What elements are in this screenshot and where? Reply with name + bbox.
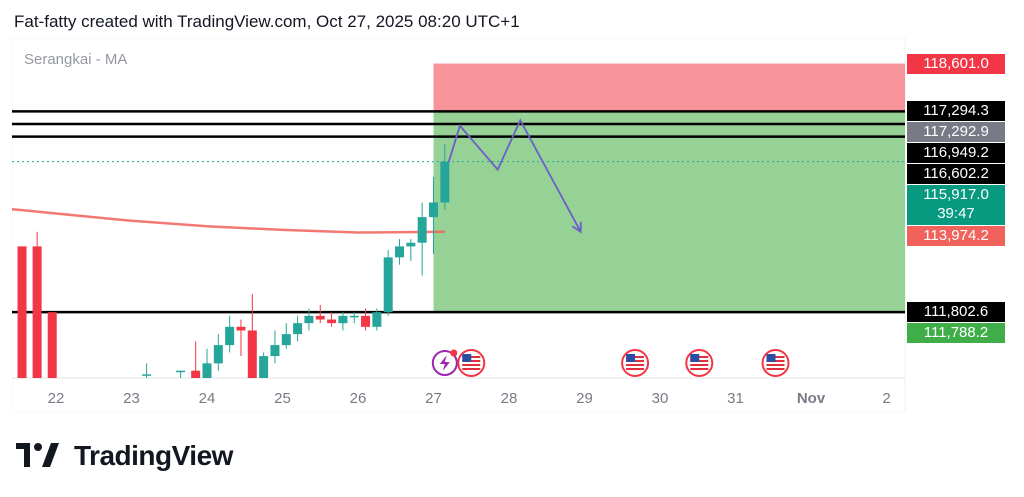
- take-profit-zone: [433, 111, 905, 313]
- price-label-value: 111,802.6: [923, 303, 989, 321]
- lightning-bolt: [439, 355, 450, 371]
- projection-arrowhead: [571, 221, 582, 234]
- stop-loss-zone: [433, 63, 905, 112]
- candle-body: [429, 202, 438, 218]
- price-label-last: 115,917.0 39:47: [907, 185, 1005, 226]
- x-tick-label: 23: [123, 390, 140, 407]
- flag-canton: [626, 354, 636, 362]
- candle-body: [338, 315, 348, 324]
- x-tick-label: 2: [882, 390, 891, 407]
- flag-stripe: [626, 364, 645, 366]
- candle-body: [247, 330, 257, 378]
- x-tick-label: 31: [727, 390, 744, 407]
- flag-stripe: [462, 368, 481, 370]
- x-tick-label: 28: [500, 390, 518, 407]
- candle-body: [281, 334, 291, 346]
- candle-body: [142, 374, 152, 376]
- candle-body: [176, 370, 186, 373]
- flag-stripe: [626, 368, 645, 370]
- price-label-value: 115,917.0: [923, 186, 989, 204]
- candle-body: [202, 363, 212, 378]
- candle-body: [440, 161, 450, 203]
- flag-stripe: [690, 368, 709, 370]
- notification-dot: [450, 349, 458, 357]
- price-label-value: 116,602.2: [923, 165, 989, 183]
- x-tick-label: Nov: [796, 390, 826, 407]
- candle-body: [213, 345, 223, 364]
- flag-canton: [462, 354, 472, 362]
- price-label-value: 118,601.0: [923, 54, 989, 72]
- price-label-value: 113,974.2: [923, 227, 989, 245]
- flag-canton: [766, 354, 776, 362]
- price-label-gray: 117,292.9: [907, 122, 1005, 143]
- price-label-level: 111,802.6: [907, 302, 1005, 323]
- us-flag-icon: [685, 349, 714, 377]
- candle-body: [270, 345, 280, 357]
- candle-body: [293, 323, 303, 335]
- tradingview-logo-icon: [16, 443, 59, 467]
- price-label-value: 117,292.9: [923, 123, 989, 141]
- candle-body: [17, 246, 27, 378]
- price-label-ma: 113,974.2: [907, 226, 1005, 247]
- chart-canvas[interactable]: [12, 38, 1005, 412]
- price-label-level: 117,294.3: [907, 101, 1005, 122]
- price-label-stop: 118,601.0: [907, 53, 1005, 74]
- x-tick-label: 29: [576, 390, 593, 407]
- candle-body: [304, 315, 314, 324]
- candle-body: [395, 246, 405, 258]
- lightning-icon: [431, 349, 458, 376]
- price-label-level: 116,949.2: [907, 143, 1005, 164]
- x-tick-label: 25: [274, 390, 291, 407]
- us-flag-icon: [761, 349, 790, 377]
- candle-body: [361, 315, 371, 327]
- x-tick-label: 26: [349, 390, 367, 407]
- candle-body: [417, 217, 427, 243]
- candle-body: [327, 319, 337, 324]
- candle-body: [315, 315, 325, 320]
- candle-body: [383, 257, 393, 313]
- price-label-value: 117,294.3: [923, 102, 989, 120]
- us-flag-icon: [457, 349, 486, 377]
- candle-body: [349, 315, 359, 318]
- price-label-value: 116,949.2: [923, 144, 989, 162]
- x-tick-label: 27: [425, 390, 442, 407]
- us-flag-icon: [621, 349, 650, 377]
- candle-body: [225, 326, 235, 346]
- moving-average-line: [12, 207, 445, 234]
- chart-header: Fat-fatty created with TradingView.com, …: [14, 12, 520, 31]
- price-label-level: 116,602.2: [907, 164, 1005, 185]
- flag-canton: [690, 354, 700, 362]
- tradingview-wordmark: TradingView: [74, 440, 233, 471]
- price-label-target: 111,788.2: [907, 323, 1005, 344]
- flag-stripe: [462, 364, 481, 366]
- flag-stripe: [690, 364, 709, 366]
- bar-countdown: 39:47: [937, 205, 975, 223]
- candle-body: [47, 312, 57, 378]
- flag-stripe: [766, 364, 785, 366]
- candle-body: [259, 356, 269, 378]
- tradingview-logo: TradingView: [16, 440, 233, 472]
- x-tick-label: 24: [198, 390, 216, 407]
- candle-body: [191, 370, 201, 378]
- candle-body: [406, 242, 416, 247]
- price-label-value: 111,788.2: [923, 324, 989, 342]
- flag-stripe: [766, 368, 785, 370]
- x-tick-label: 22: [47, 390, 65, 407]
- indicator-label[interactable]: Serangkai - MA: [24, 51, 128, 68]
- candle-body: [32, 246, 42, 378]
- candle-body: [372, 312, 382, 327]
- chart-panel[interactable]: Serangkai - MA 118,601.0 117,294.3 117,292…: [12, 38, 1005, 412]
- x-tick-label: 30: [651, 390, 669, 407]
- candle-body: [236, 326, 246, 331]
- projection-path: [447, 118, 582, 233]
